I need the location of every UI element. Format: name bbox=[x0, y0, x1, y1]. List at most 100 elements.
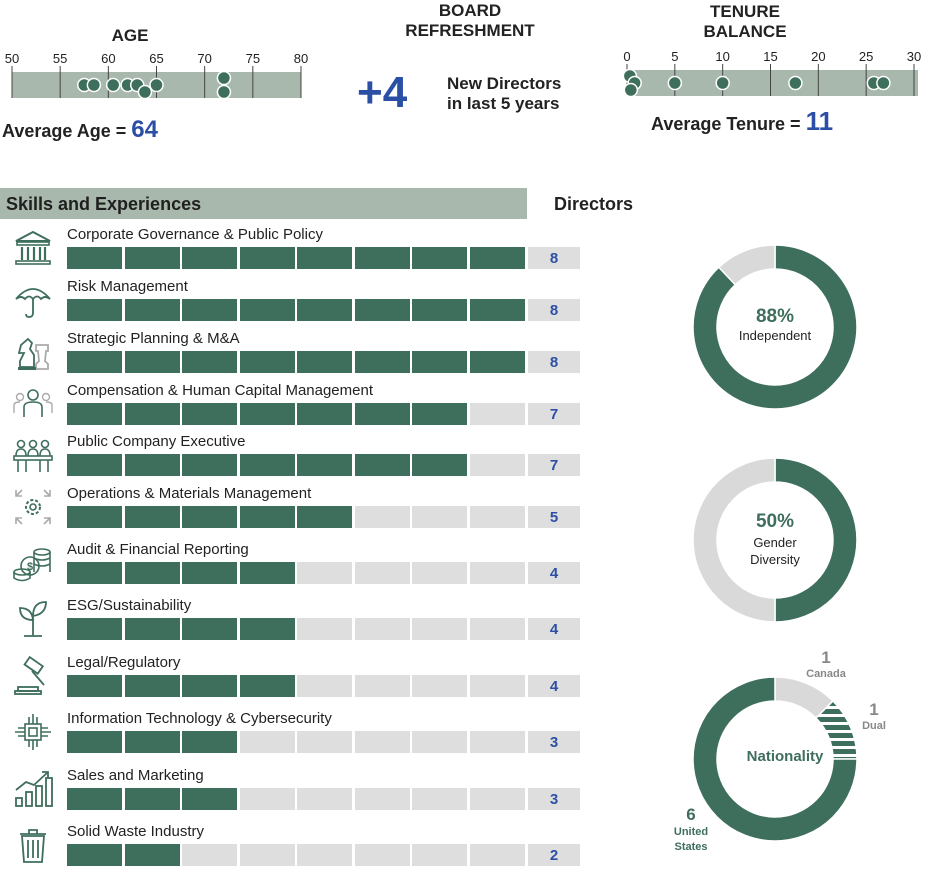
skill-bar-segment-filled bbox=[182, 454, 237, 476]
skill-bar-segment-filled bbox=[469, 299, 525, 321]
skill-count: 3 bbox=[528, 788, 580, 810]
gender-diversity-slice bbox=[774, 457, 858, 623]
skill-bar-segment-filled bbox=[412, 351, 467, 373]
age-point bbox=[105, 77, 121, 93]
skill-bar-segment-filled bbox=[297, 247, 352, 269]
dual-count: 1 bbox=[869, 700, 879, 719]
refreshment-title-line1: BOARD bbox=[438, 1, 502, 20]
gender-value: 50% bbox=[755, 511, 795, 532]
skill-bar-segment-empty bbox=[297, 844, 352, 866]
skill-bar-segment-filled bbox=[354, 299, 410, 321]
chess-icon bbox=[12, 331, 54, 373]
skill-bar-segment-filled bbox=[239, 454, 295, 476]
skill-bar-segment-empty bbox=[412, 788, 467, 810]
skill-bar-segment-filled bbox=[354, 403, 410, 425]
refreshment-title-line2: REFRESHMENT bbox=[405, 21, 535, 40]
age-tick-label: 60 bbox=[101, 51, 115, 66]
skill-bar-segment-filled bbox=[124, 454, 180, 476]
age-average-label: Average Age = bbox=[2, 121, 127, 141]
skill-bar-segment-filled bbox=[67, 731, 122, 753]
skill-bar-segment-filled bbox=[124, 618, 180, 640]
skill-label: Compensation & Human Capital Management bbox=[67, 382, 373, 399]
tenure-average: Average Tenure = 11 bbox=[651, 106, 833, 137]
skill-bar-segment-empty bbox=[297, 731, 352, 753]
united-states-slice bbox=[692, 676, 858, 842]
us-name-line1: United bbox=[673, 826, 709, 838]
tenure-point bbox=[788, 75, 803, 91]
people-icon bbox=[12, 383, 54, 425]
age-point bbox=[86, 77, 102, 93]
skill-bar-segment-empty bbox=[354, 562, 410, 584]
skill-label: Risk Management bbox=[67, 278, 188, 295]
skill-bar-segment-filled bbox=[297, 506, 352, 528]
skill-bar-segment-filled bbox=[124, 675, 180, 697]
skill-bar-segment-filled bbox=[412, 247, 467, 269]
skill-bar-segment-filled bbox=[124, 788, 180, 810]
skill-bar-segment-filled bbox=[469, 247, 525, 269]
skill-bar-segment-empty bbox=[354, 618, 410, 640]
skill-bar-segment-empty bbox=[469, 844, 525, 866]
skill-bar-segment-filled bbox=[182, 618, 237, 640]
skill-bar-segment-filled bbox=[124, 562, 180, 584]
skill-bar-segment-empty bbox=[469, 403, 525, 425]
skill-bar-segment-filled bbox=[67, 403, 122, 425]
canada-label: 1 Canada bbox=[796, 649, 856, 682]
skill-bar-segment-filled bbox=[124, 247, 180, 269]
age-point bbox=[216, 84, 232, 100]
skill-bar-segment-filled bbox=[182, 562, 237, 584]
skill-count: 4 bbox=[528, 562, 580, 584]
skill-bar-segment-empty bbox=[297, 562, 352, 584]
skill-bar-segment-filled bbox=[239, 506, 295, 528]
trash-can-icon bbox=[12, 824, 54, 866]
skill-bar-segment-filled bbox=[297, 351, 352, 373]
skill-bar-segment-empty bbox=[354, 506, 410, 528]
age-point bbox=[149, 77, 164, 93]
nationality-donut bbox=[692, 676, 858, 842]
skill-bar-segment-empty bbox=[469, 506, 525, 528]
skill-bar-segment-empty bbox=[297, 675, 352, 697]
age-dot-plot: 50 55 60 65 70 75 80 bbox=[5, 51, 308, 100]
skill-bar-segment-empty bbox=[354, 675, 410, 697]
independent-center: 88% Independent bbox=[715, 306, 835, 343]
skill-count: 7 bbox=[528, 454, 580, 476]
directors-header: Directors bbox=[554, 194, 634, 214]
skill-bar-segment-filled bbox=[67, 247, 122, 269]
non-independent-slice bbox=[717, 244, 776, 286]
skill-bar-segment-filled bbox=[354, 247, 410, 269]
skill-bar-segment-filled bbox=[124, 403, 180, 425]
skill-bar-segment-filled bbox=[297, 403, 352, 425]
skill-bar-segment-empty bbox=[412, 675, 467, 697]
nationality-center: Nationality bbox=[746, 748, 824, 765]
skill-bar-segment-filled bbox=[67, 562, 122, 584]
tenure-point bbox=[876, 75, 891, 91]
independent-donut bbox=[692, 244, 858, 410]
skill-bar-segment-filled bbox=[182, 675, 237, 697]
tenure-tick-label: 0 bbox=[623, 49, 630, 64]
skill-bar-segment-empty bbox=[469, 788, 525, 810]
independent-value: 88% bbox=[755, 306, 795, 327]
skill-bar-segment-empty bbox=[354, 731, 410, 753]
skill-bar-segment-filled bbox=[67, 454, 122, 476]
skill-bar-segment-filled bbox=[297, 454, 352, 476]
age-tick-label: 65 bbox=[149, 51, 163, 66]
skill-bar-segment-filled bbox=[297, 299, 352, 321]
skill-bar-segment-empty bbox=[469, 731, 525, 753]
tenure-title-line1: TENURE bbox=[710, 2, 780, 21]
executives-icon bbox=[12, 434, 54, 476]
skill-bar-segment-filled bbox=[182, 247, 237, 269]
tenure-average-value: 11 bbox=[805, 106, 834, 136]
skill-bar-segment-filled bbox=[182, 403, 237, 425]
skills-header-label: Skills and Experiences bbox=[6, 194, 202, 214]
skill-label: Public Company Executive bbox=[67, 433, 246, 450]
tenure-point bbox=[623, 82, 639, 98]
skill-bar-segment-filled bbox=[182, 351, 237, 373]
skill-bar-segment-filled bbox=[239, 299, 295, 321]
skill-bar-segment-filled bbox=[239, 618, 295, 640]
skill-bar-segment-filled bbox=[182, 788, 237, 810]
independent-label: Independent bbox=[738, 328, 812, 343]
skill-bar-segment-filled bbox=[239, 562, 295, 584]
skill-bar-segment-filled bbox=[182, 299, 237, 321]
skill-count: 8 bbox=[528, 299, 580, 321]
tenure-point bbox=[667, 75, 683, 91]
skill-bar-segment-empty bbox=[239, 844, 295, 866]
